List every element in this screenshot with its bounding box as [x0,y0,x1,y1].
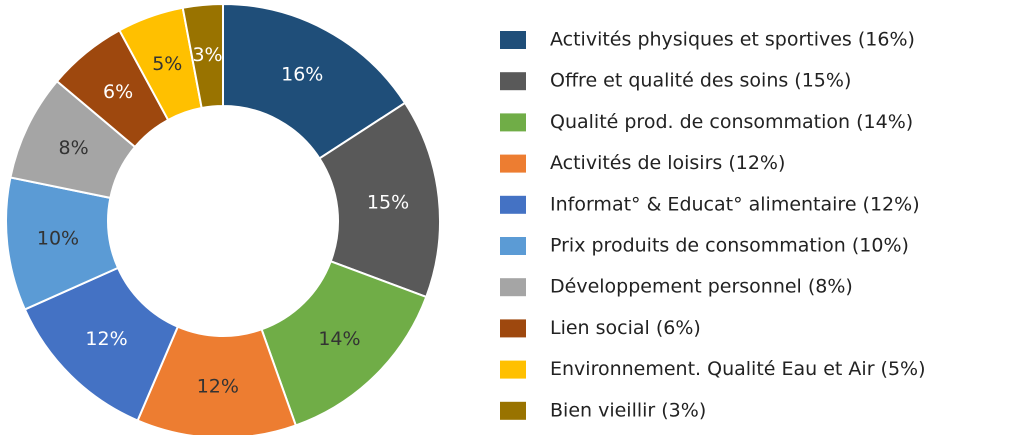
legend-swatch [500,360,526,379]
legend-label: Activités physiques et sportives (16%) [550,29,915,51]
legend-swatch [500,237,526,255]
data-label: 12% [197,375,239,397]
slice [181,2,224,110]
legend-label: Informat° & Educat° alimentaire (12%) [550,193,920,215]
data-label: 14% [318,328,360,350]
legend-label: Offre et qualité des soins (15%) [550,70,851,92]
legend-swatch [500,401,526,420]
data-label: 12% [85,328,127,350]
slice [222,2,407,160]
legend-label: Développement personnel (8%) [550,276,853,298]
data-label: 5% [152,53,182,75]
data-label: 10% [37,228,79,250]
legend-swatch [500,195,526,214]
data-label: 16% [281,64,323,86]
legend-swatch [500,72,526,91]
legend-label: Prix produits de consommation (10%) [550,235,909,257]
legend-swatch [500,31,526,49]
legend-label: Environnement. Qualité Eau et Air (5%) [550,358,926,380]
legend-label: Lien social (6%) [550,317,701,339]
legend-swatch [500,154,526,173]
data-label: 15% [367,191,409,213]
legend-label: Bien vieillir (3%) [550,399,706,421]
legend-swatch [500,278,526,297]
legend-swatch [500,319,526,338]
legend-label: Qualité prod. de consommation (14%) [550,111,913,133]
legend-label: Activités de loisirs (12%) [550,152,785,174]
legend-swatch [500,113,526,132]
data-label: 6% [103,81,133,103]
data-label: 8% [59,137,89,159]
data-label: 3% [192,44,222,66]
